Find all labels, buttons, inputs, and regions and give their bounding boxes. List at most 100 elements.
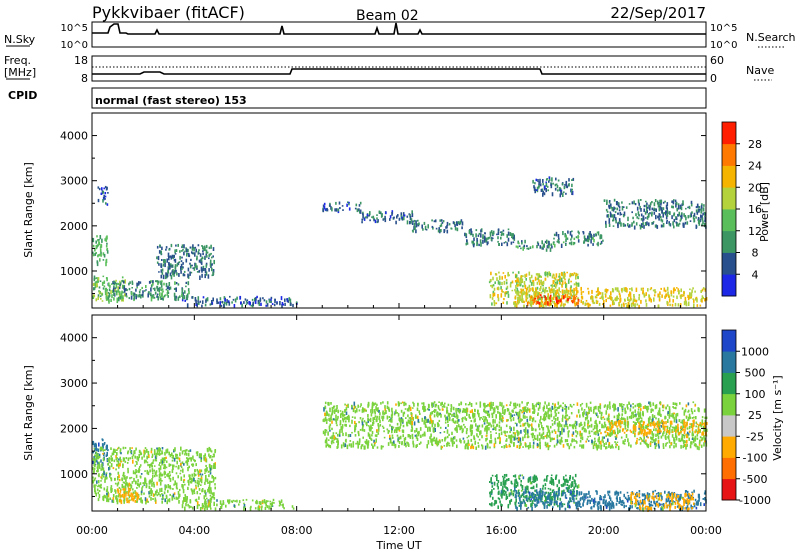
scatter-cell [396,434,399,437]
scatter-cell [172,476,174,481]
scatter-cell [602,303,604,306]
scatter-cell [518,419,520,423]
scatter-cell [580,286,582,291]
scatter-cell [519,441,522,445]
scatter-cell [120,499,123,505]
scatter-cell [193,266,196,271]
scatter-cell [98,442,100,447]
scatter-cell [447,403,450,406]
scatter-cell [695,429,697,433]
scatter-cell [205,503,207,507]
scatter-cell [361,221,363,224]
scatter-cell [188,483,190,486]
scatter-cell [469,428,472,433]
scatter-cell [95,444,97,449]
scatter-cell [633,298,636,302]
scatter-cell [680,421,682,424]
scatter-cell [701,299,703,303]
scatter-cell [542,190,544,194]
scatter-cell [256,501,258,505]
scatter-cell [144,478,146,482]
scatter-cell [210,507,212,510]
scatter-cell [123,286,126,290]
scatter-cell [701,437,703,441]
scatter-cell [640,287,643,291]
scatter-cell [116,299,119,304]
scatter-cell [418,442,421,445]
scatter-cell [435,227,438,230]
scatter-cell [555,443,558,446]
scatter-cell [176,487,178,490]
scatter-cell [591,296,594,301]
scatter-cell [232,499,235,502]
scatter-cell [672,402,675,405]
scatter-cell [476,241,478,247]
scatter-cell [369,436,371,439]
scatter-cell [508,411,511,415]
scatter-cell [169,272,172,277]
scatter-cell [402,424,405,428]
scatter-cell [440,229,442,233]
scatter-cell [161,268,164,272]
scatter-cell [515,275,517,278]
scatter-cell [525,275,528,277]
scatter-cell [528,294,531,298]
scatter-cell [368,214,371,217]
scatter-cell [201,304,203,308]
scatter-cell [498,421,501,424]
scatter-cell [161,500,163,504]
scatter-cell [209,259,212,263]
scatter-cell [200,458,202,463]
scatter-cell [676,222,678,227]
scatter-cell [700,298,703,301]
scatter-cell [394,443,397,448]
scatter-cell [564,294,566,297]
scatter-cell [182,489,185,494]
scatter-cell [678,205,680,210]
scatter-cell [353,405,356,410]
scatter-cell [501,415,504,420]
scatter-cell [491,302,493,306]
scatter-cell [479,239,482,243]
scatter-cell [484,236,486,241]
scatter-cell [166,474,168,477]
scatter-cell [618,292,621,295]
scatter-cell [137,482,139,486]
scatter-cell [357,443,359,446]
scatter-cell [161,280,163,283]
scatter-cell [523,422,526,427]
scatter-cell [475,423,477,427]
scatter-cell [389,437,392,442]
scatter-cell [530,299,533,303]
scatter-cell [639,225,642,230]
scatter-cell [557,278,559,281]
scatter-cell [554,290,557,292]
scatter-cell [324,412,326,417]
scatter-cell [475,428,478,431]
scatter-cell [134,450,136,455]
scatter-cell [456,444,458,449]
scatter-cell [526,445,529,448]
scatter-cell [623,289,626,291]
scatter-cell [271,501,273,506]
scatter-cell [657,443,660,446]
scatter-cell [628,225,630,228]
scatter-cell [472,414,474,419]
scatter-cell [411,420,413,426]
scatter-cell [107,292,110,294]
scatter-cell [532,301,534,305]
scatter-cell [113,280,115,283]
scatter-cell [642,219,644,222]
scatter-cell [167,270,169,274]
scatter-cell [597,292,600,296]
scatter-cell [701,223,703,226]
scatter-cell [640,208,642,212]
scatter-cell [189,474,191,477]
scatter-cell [330,440,333,443]
scatter-cell [663,287,666,292]
scatter-cell [567,230,569,234]
scatter-cell [147,293,149,298]
freq-panel: Freq. [MHz] 18 8 60 0 Nave [4,54,774,85]
scatter-cell [184,483,186,486]
scatter-cell [207,499,210,503]
